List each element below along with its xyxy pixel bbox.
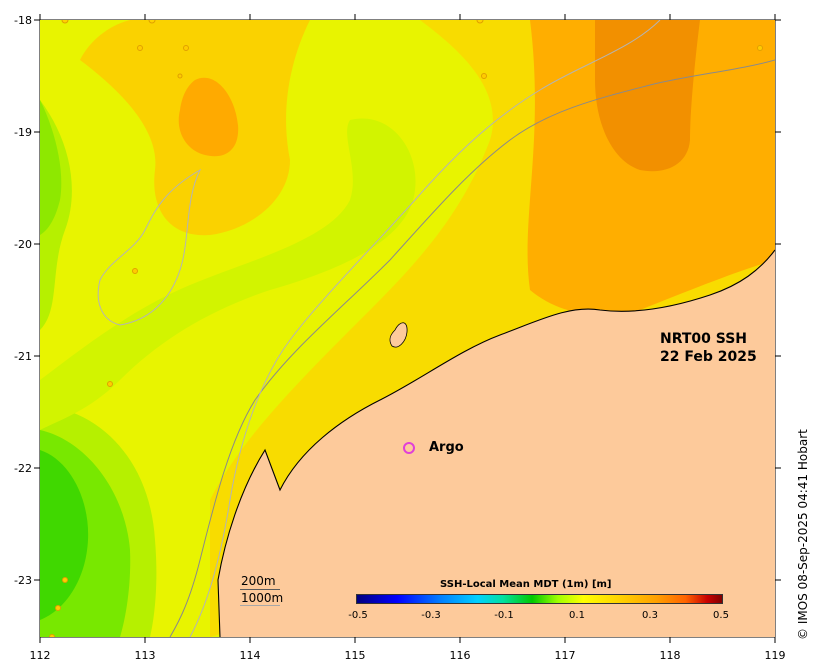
y-tick-label: -22 — [14, 462, 32, 475]
y-tick-label: -23 — [14, 574, 32, 587]
map-title-source: NRT00 SSH — [660, 331, 748, 347]
obs-dot — [183, 45, 189, 51]
obs-dot — [61, 20, 69, 24]
colorbar-title: SSH-Local Mean MDT (1m) [m] — [440, 579, 612, 590]
colorbar-tick-label: 0.5 — [713, 610, 729, 621]
obs-dot — [137, 45, 143, 51]
x-tick-label: 112 — [30, 649, 51, 662]
argo-float-marker[interactable] — [403, 442, 415, 454]
isobath-200m — [169, 59, 775, 637]
x-tick-label: 113 — [135, 649, 156, 662]
x-tick-label: 115 — [345, 649, 366, 662]
isobath-1000m — [189, 20, 661, 637]
obs-dot — [148, 20, 156, 24]
depth-legend-1000-line — [240, 605, 280, 606]
y-tick-label: -20 — [14, 238, 32, 251]
coastline — [217, 249, 775, 637]
map-title-date: 22 Feb 2025 — [660, 349, 757, 365]
obs-dot — [62, 577, 68, 583]
obs-dot — [476, 20, 484, 24]
obs-dot — [55, 605, 61, 611]
obs-dot — [757, 45, 763, 51]
ssh-map[interactable] — [40, 20, 775, 637]
ssh-contour-deepgreen-south — [40, 450, 89, 620]
x-tick-label: 118 — [660, 649, 681, 662]
land-mass — [218, 250, 775, 637]
ssh-contour-darkorange-east — [595, 20, 700, 172]
colorbar-tick-label: 0.1 — [569, 610, 585, 621]
ssh-contour-lightgreen-central — [40, 118, 416, 430]
y-tick-label: -19 — [14, 126, 32, 139]
depth-legend-1000: 1000m — [241, 591, 284, 605]
obs-dot — [481, 73, 487, 79]
depth-legend-200: 200m — [241, 574, 276, 588]
colorbar-tick-label: -0.3 — [421, 610, 441, 621]
depth-legend-200-line — [240, 589, 280, 590]
obs-dot — [132, 268, 138, 274]
map-title: NRT00 SSH 22 Feb 2025 — [660, 330, 757, 366]
obs-dot — [107, 381, 113, 387]
colorbar-tick-label: -0.5 — [348, 610, 368, 621]
x-tick-label: 119 — [765, 649, 786, 662]
ssh-field — [40, 20, 775, 637]
x-tick-label: 117 — [555, 649, 576, 662]
x-tick-label: 116 — [450, 649, 471, 662]
ssh-contour-green-west — [40, 100, 62, 235]
isobath-plateau — [97, 168, 202, 326]
copyright-credit: © IMOS 08-Sep-2025 04:41 Hobart — [796, 429, 810, 640]
y-tick-label: -21 — [14, 350, 32, 363]
colorbar-tick-label: -0.1 — [494, 610, 514, 621]
obs-dot — [49, 634, 55, 637]
argo-label: Argo — [429, 440, 464, 455]
obs-dot — [177, 73, 183, 79]
colorbar-tick-label: 0.3 — [642, 610, 658, 621]
island — [389, 322, 408, 348]
ssh-contour-orange-north — [178, 77, 239, 157]
y-axis-ticks: -18 -19 -20 -21 -22 -23 — [14, 14, 781, 587]
colorbar — [356, 594, 723, 604]
y-tick-label: -18 — [14, 14, 32, 27]
x-tick-label: 114 — [240, 649, 261, 662]
x-axis-ticks: 112 113 114 115 116 117 118 119 — [30, 14, 786, 662]
